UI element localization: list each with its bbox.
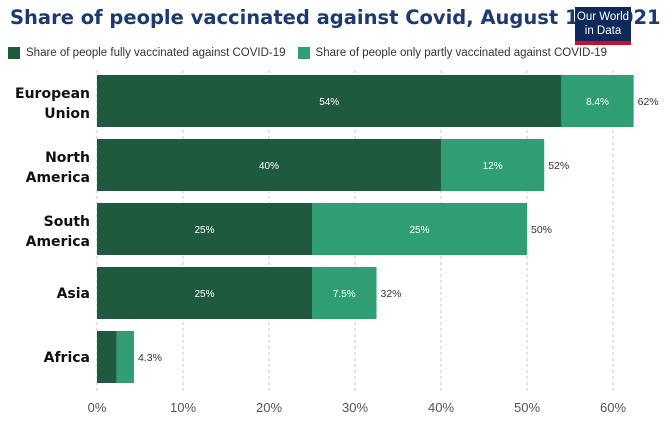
total-label-3: 32% [381, 288, 402, 300]
total-label-2: 50% [531, 224, 552, 236]
legend-swatch-full [8, 47, 20, 59]
legend-label-partial: Share of people only partly vaccinated a… [315, 47, 608, 59]
data-label-full-0: 54% [319, 97, 339, 108]
x-tick-label-0: 0% [88, 400, 107, 415]
bar-full-2 [97, 203, 312, 255]
bar-full-1 [97, 139, 441, 191]
data-label-partial-0: 8.4% [586, 97, 609, 108]
bar-partial-2 [312, 203, 527, 255]
category-label-0: European Union [15, 86, 90, 122]
bar-partial-4 [116, 331, 134, 383]
bar-partial-0 [561, 75, 634, 127]
legend-item-full: Share of people fully vaccinated against… [8, 47, 286, 59]
legend-item-partial: Share of people only partly vaccinated a… [297, 47, 608, 59]
bar-full-4 [97, 331, 117, 383]
category-label-4: Africa [44, 350, 90, 366]
x-tick-label-4: 40% [428, 400, 454, 415]
logo-line-2: in Data [584, 25, 622, 37]
data-label-partial-2: 25% [409, 225, 429, 236]
chart-title: Share of people vaccinated against Covid… [10, 6, 661, 29]
data-label-full-1: 40% [259, 161, 279, 172]
x-tick-label-3: 30% [342, 400, 368, 415]
owid-logo: Our World in Data [575, 7, 631, 45]
bar-full-3 [97, 267, 312, 319]
bar-partial-3 [312, 267, 377, 319]
category-label-1: North America [26, 150, 90, 186]
category-label-3: Asia [57, 286, 90, 302]
data-label-full-3: 25% [194, 289, 214, 300]
legend-label-full: Share of people fully vaccinated against… [26, 47, 286, 59]
legend-swatch-partial [297, 47, 310, 59]
category-label-2: South America [26, 214, 90, 250]
legend: Share of people fully vaccinated against… [8, 47, 619, 59]
x-tick-label-2: 20% [256, 400, 282, 415]
data-label-partial-3: 7.5% [333, 289, 356, 300]
bar-full-0 [97, 75, 562, 127]
logo-line-1: Our World [576, 11, 630, 23]
data-label-partial-1: 12% [483, 161, 503, 172]
bar-partial-1 [441, 139, 545, 191]
x-tick-label-1: 10% [170, 400, 196, 415]
data-label-full-2: 25% [194, 225, 214, 236]
total-label-0: 62% [638, 96, 659, 108]
total-label-4: 4.3% [138, 352, 162, 364]
x-tick-label-6: 60% [600, 400, 626, 415]
total-label-1: 52% [548, 160, 569, 172]
x-tick-label-5: 50% [514, 400, 540, 415]
